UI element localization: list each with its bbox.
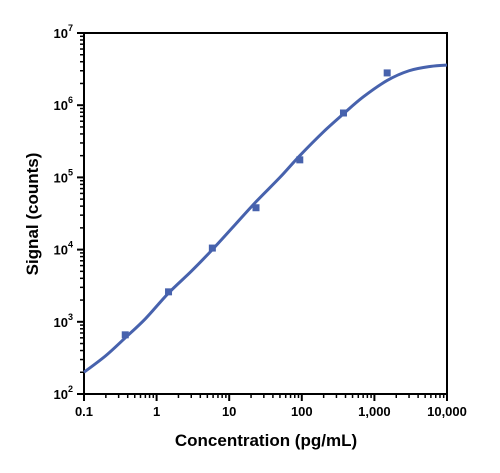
data-point [121, 331, 129, 339]
data-point [165, 288, 173, 296]
data-point [339, 109, 347, 117]
plot-frame [83, 32, 448, 395]
x-tick-label: 1 [153, 404, 160, 419]
y-tick-label: 107 [54, 23, 73, 41]
plot-area: 0.1 1 10 100 1,000 10,000 102 103 104 105 106 107 [54, 23, 467, 419]
y-tick-label: 103 [54, 312, 73, 330]
x-axis-title: Concentration (pg/mL) [175, 431, 357, 450]
x-tick-label: 10 [222, 404, 236, 419]
x-tick-label: 1,000 [358, 404, 391, 419]
y-tick-label: 105 [54, 167, 73, 185]
data-point [383, 69, 391, 77]
y-axis-title: Signal (counts) [23, 153, 42, 276]
x-tick-label: 100 [291, 404, 313, 419]
x-tick-label: 10,000 [427, 404, 467, 419]
data-point [208, 244, 216, 252]
y-tick-label: 106 [54, 95, 73, 113]
fit-curve [83, 63, 448, 374]
data-point [296, 156, 304, 164]
y-tick-label: 102 [54, 384, 73, 402]
data-point [252, 204, 260, 212]
x-tick-label: 0.1 [75, 404, 93, 419]
y-tick-label: 104 [54, 240, 73, 258]
